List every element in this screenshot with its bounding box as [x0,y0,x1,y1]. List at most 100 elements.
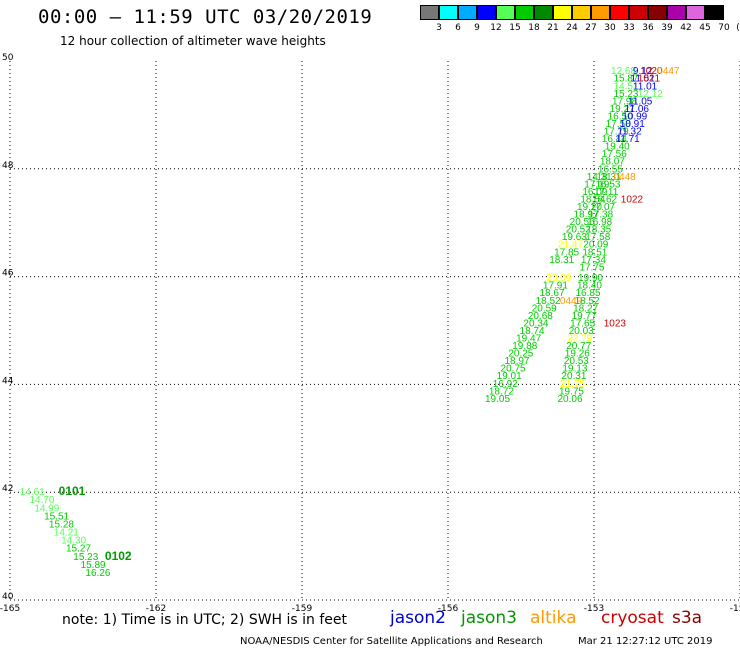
color-scale-label: 30 [604,23,616,33]
wave-height-point: 16.09 [582,187,607,198]
wave-height-point: 17.65 [570,318,595,329]
data-points: 12.689.121020044715.8711.51102114.5111.0… [20,66,680,579]
x-tick-label: -153 [584,604,604,614]
x-tick-label: -165 [0,604,20,614]
color-scale-swatch [553,5,572,20]
page-subtitle: 12 hour collection of altimeter wave hei… [60,34,326,48]
wave-height-point: 0448 [613,172,636,183]
wave-height-point: 10.99 [622,111,647,122]
wave-height-point: 1021 [638,74,661,85]
wave-height-point: 20.68 [528,311,553,322]
color-scale-label: 3 [436,23,442,33]
wave-height-point: 17.11 [594,187,619,198]
color-scale-swatch [439,5,458,20]
y-tick-label: 46 [2,269,14,279]
wave-height-point: 17.79 [604,127,629,138]
wave-height-point: 17.56 [602,149,627,160]
wave-height-point: 1022 [621,194,644,205]
wave-height-point: 12.12 [638,89,663,100]
wave-height-point: 14.70 [29,495,54,506]
y-tick-label: 40 [2,592,14,602]
wave-height-point: 17.58 [585,232,610,243]
y-tick-label: 48 [2,161,14,171]
color-scale-label: 24 [566,23,578,33]
wave-height-point: 15.23 [73,552,98,563]
color-scale-swatch [629,5,648,20]
wave-height-point: 17.38 [588,210,613,221]
wave-height-point: 20.59 [532,303,557,314]
page-title: 00:00 — 11:59 UTC 03/20/2019 [38,6,373,28]
wave-height-point: 1020 [640,66,663,77]
wave-height-point: 20.06 [558,394,583,405]
wave-height-point: 20.34 [523,318,548,329]
wave-height-point: 18.62 [592,194,617,205]
wave-height-point: 11.06 [625,104,650,115]
wave-height-point: 12.68 [611,66,636,77]
color-scale-swatch [686,5,705,20]
wave-height-point: 0447 [657,66,680,77]
wave-height-point: 17.34 [581,255,606,266]
wave-height-point: 20.56 [570,217,595,228]
color-scale-label: 9 [474,23,480,33]
y-tick-label: 44 [2,376,14,386]
color-scale-swatch [648,5,667,20]
wave-height-point: 19.63 [562,232,587,243]
wave-height-point: 17.07 [590,202,615,213]
wave-height-point: 22.79 [567,334,592,345]
pass-time-label: 0102 [105,549,132,563]
wave-height-point: 15.89 [81,560,106,571]
wave-height-point: 16.26 [85,568,110,579]
color-scale-label: (ft) [736,23,740,33]
wave-height-point: 19.77 [572,311,597,322]
wave-height-point: 17.98 [612,96,637,107]
color-scale-swatch [705,5,724,20]
wave-height-point: 19.88 [512,341,537,352]
wave-height-point: 15.87 [613,74,638,85]
wave-height-point: 17.58 [606,119,631,130]
wave-height-point: 14.99 [34,503,59,514]
color-scale-label: 27 [585,23,597,33]
wave-height-point: 16.98 [587,217,612,228]
wave-height-point: 11.51 [631,74,656,85]
wave-height-point: 18.40 [577,281,602,292]
wave-height-point: 18.27 [573,303,598,314]
wave-height-point: 18.54 [580,194,605,205]
wave-height-point: 14.21 [54,528,79,539]
wave-height-point: 18.97 [574,210,599,221]
color-scale-label: 70 [718,23,730,33]
color-scale-label: 36 [642,23,654,33]
legend-altika: altika [530,608,577,628]
credit-line: NOAA/NESDIS Center for Satellite Applica… [240,636,543,647]
wave-height-point: 20.31 [561,371,586,382]
legend-jason2: jason2 [390,608,446,628]
wave-height-point: 21.75 [560,379,585,390]
color-scale-swatch [610,5,629,20]
wave-height-point: 21.47 [558,240,583,251]
color-scale-swatch [591,5,610,20]
color-scale-swatch [534,5,553,20]
wave-height-point: 16.50 [608,111,633,122]
wave-height-point: 10.91 [620,119,645,130]
wave-height-point: 15.27 [66,544,91,555]
y-tick-label: 50 [2,53,14,63]
wave-height-point: 16.55 [598,164,623,175]
wave-height-point: 14.61 [20,487,45,498]
color-scale-swatch [572,5,591,20]
wave-height-point: 15.51 [44,511,69,522]
legend-cryosat: cryosat [601,608,664,628]
wave-height-point: 18.07 [600,157,625,168]
footnote: note: 1) Time is in UTC; 2) SWH is in fe… [62,612,348,628]
axis-ticks: -165 -162 -159 -156 -153 -150 40 42 44 46 48 50 [0,53,740,614]
wave-height-point: 20.25 [508,349,533,360]
wave-height-point: 11.01 [633,81,658,92]
wave-height-point: 19.05 [485,394,510,405]
wave-height-point: 16.85 [576,288,601,299]
wave-height-point: 11.05 [628,96,653,107]
wave-height-point: 20.52 [566,225,591,236]
wave-height-point: 17.19 [584,179,609,190]
wave-height-point: 19.40 [605,142,630,153]
wave-height-point: 18.74 [520,326,545,337]
wave-height-point: 16.92 [493,379,518,390]
wave-height-point: 20.53 [564,356,589,367]
color-scale-label: 39 [661,23,673,33]
